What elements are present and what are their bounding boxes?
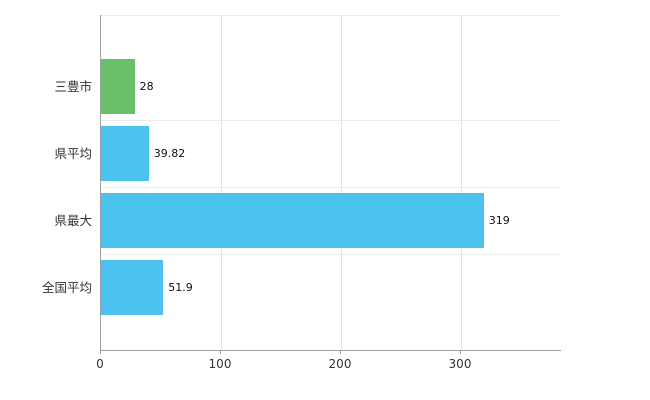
row-gridline — [101, 254, 561, 255]
bar-value-label: 319 — [488, 214, 510, 227]
x-tick-label: 100 — [208, 357, 232, 371]
x-gridline — [341, 15, 342, 350]
x-tick-mark — [340, 350, 341, 354]
row-gridline — [101, 120, 561, 121]
x-tick-mark — [220, 350, 221, 354]
x-tick-label: 0 — [96, 357, 104, 371]
x-tick-mark — [100, 350, 101, 354]
x-tick-mark — [460, 350, 461, 354]
x-gridline — [221, 15, 222, 350]
row-gridline — [101, 15, 561, 16]
bar-value-label: 39.82 — [153, 147, 186, 160]
category-label: 県最大 — [54, 212, 92, 228]
x-tick-label: 300 — [448, 357, 472, 371]
bar-value-label: 28 — [139, 80, 154, 93]
plot-area: 28 39.82 319 51.9 — [100, 15, 561, 351]
bar — [101, 126, 149, 181]
row-gridline — [101, 187, 561, 188]
x-tick-label: 200 — [328, 357, 352, 371]
category-label: 全国平均 — [41, 279, 92, 295]
x-gridline — [461, 15, 462, 350]
bar — [101, 193, 484, 248]
bar — [101, 59, 135, 114]
category-label: 県平均 — [54, 145, 92, 161]
bar — [101, 260, 164, 315]
bar-value-label: 51.9 — [168, 281, 193, 294]
category-label: 三豊市 — [54, 78, 92, 94]
